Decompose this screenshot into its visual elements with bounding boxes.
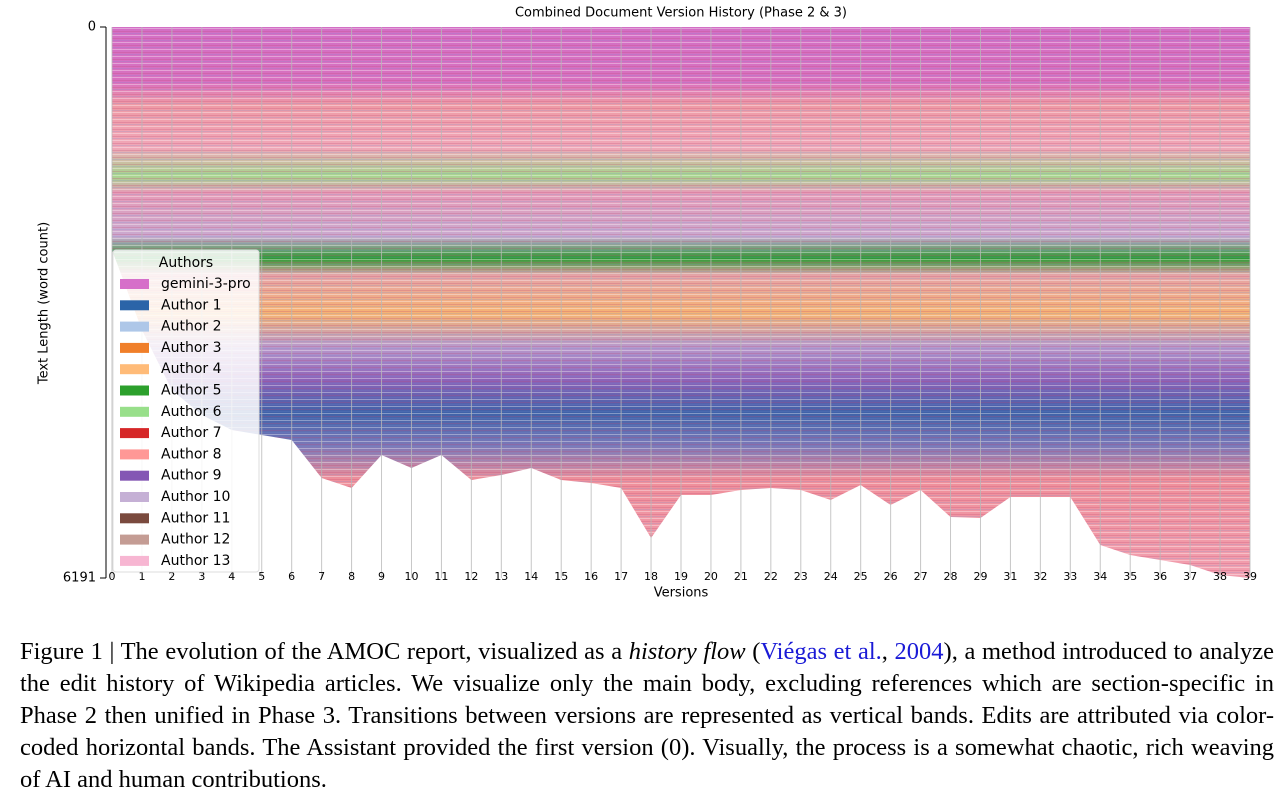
legend-swatch: [120, 555, 149, 566]
legend-label: Author 9: [161, 468, 222, 484]
x-tick-label: 22: [764, 570, 778, 583]
legend-label: Author 13: [161, 553, 230, 569]
x-tick-label: 21: [734, 570, 748, 583]
x-tick-label: 2: [168, 570, 175, 583]
x-tick-label: 25: [854, 570, 868, 583]
legend-label: Author 11: [161, 510, 230, 526]
caption-text: (: [745, 638, 761, 665]
x-tick-label: 15: [554, 570, 568, 583]
y-tick-label: 6191: [63, 571, 96, 586]
legend-swatch: [120, 385, 149, 396]
x-tick-label: 8: [348, 570, 355, 583]
legend-box: [112, 249, 260, 573]
x-tick-label: 16: [584, 570, 598, 583]
x-tick-label: 28: [944, 570, 958, 583]
x-tick-label: 32: [1033, 570, 1047, 583]
x-tick-label: 29: [973, 570, 987, 583]
legend-swatch: [120, 406, 149, 417]
x-tick-label: 14: [524, 570, 538, 583]
citation-link[interactable]: Viégas et al.: [760, 638, 882, 665]
legend-label: Author 7: [161, 425, 222, 441]
legend-swatch: [120, 492, 149, 502]
caption-text: ,: [881, 638, 895, 665]
legend-label: Author 10: [161, 489, 230, 505]
x-tick-label: 34: [1093, 570, 1107, 583]
legend-label: Author 2: [161, 319, 222, 335]
x-tick-label: 19: [674, 570, 688, 583]
x-tick-label: 26: [884, 570, 898, 583]
legend-swatch: [120, 342, 149, 353]
legend-swatch: [120, 364, 149, 375]
x-tick-label: 23: [794, 570, 808, 583]
x-tick-label: 13: [494, 570, 508, 583]
legend-swatch: [120, 428, 149, 439]
x-tick-label: 36: [1153, 570, 1167, 583]
caption-text: ), a method introduced to analyze the ed…: [20, 638, 1275, 793]
legend-title: Authors: [159, 255, 213, 271]
caption-text: history flow: [628, 638, 746, 665]
y-axis-label: Text Length (word count): [37, 222, 52, 385]
legend-label: Author 12: [161, 532, 230, 548]
x-tick-label: 6: [288, 570, 295, 583]
x-tick-label: 20: [704, 570, 718, 583]
legend-swatch: [120, 513, 149, 524]
x-axis-label: Versions: [654, 586, 709, 601]
x-tick-label: 3: [198, 570, 205, 583]
x-tick-label: 9: [378, 570, 385, 583]
x-tick-label: 12: [464, 570, 478, 583]
legend-label: gemini-3-pro: [161, 276, 251, 292]
x-tick-label: 10: [404, 570, 418, 583]
legend-label: Author 6: [161, 404, 222, 420]
legend-label: Author 3: [161, 340, 222, 356]
legend-label: Author 4: [161, 361, 222, 377]
figure-caption: Figure 1 | The evolution of the AMOC rep…: [20, 636, 1274, 796]
x-tick-label: 39: [1243, 570, 1257, 583]
y-tick-label: 0: [88, 20, 96, 35]
x-tick-label: 18: [644, 570, 658, 583]
legend-swatch: [120, 300, 149, 311]
x-tick-label: 1: [138, 570, 145, 583]
x-tick-label: 35: [1123, 570, 1137, 583]
caption-text: Figure 1 | The evolution of the AMOC rep…: [20, 638, 629, 665]
legend-label: Author 8: [161, 446, 222, 462]
x-tick-label: 5: [258, 570, 265, 583]
citation-link[interactable]: 2004: [894, 638, 944, 665]
x-tick-label: 24: [824, 570, 838, 583]
chart-title: Combined Document Version History (Phase…: [515, 6, 847, 21]
x-tick-label: 31: [1003, 570, 1017, 583]
legend-swatch: [120, 534, 149, 545]
x-tick-label: 33: [1063, 570, 1077, 583]
x-tick-label: 17: [614, 570, 628, 583]
legend-swatch: [120, 279, 149, 289]
legend-label: Author 5: [161, 383, 222, 399]
x-tick-label: 11: [434, 570, 448, 583]
x-tick-label: 7: [318, 570, 325, 583]
x-tick-label: 38: [1213, 570, 1227, 583]
legend-swatch: [120, 449, 149, 460]
x-tick-label: 37: [1183, 570, 1197, 583]
x-tick-label: 27: [914, 570, 928, 583]
x-tick-label: 4: [228, 570, 235, 583]
x-tick-label: 0: [109, 570, 116, 583]
chart: Combined Document Version History (Phase…: [37, 6, 1258, 601]
legend-label: Author 1: [161, 297, 222, 313]
legend-swatch: [120, 470, 149, 481]
legend-swatch: [120, 321, 149, 332]
